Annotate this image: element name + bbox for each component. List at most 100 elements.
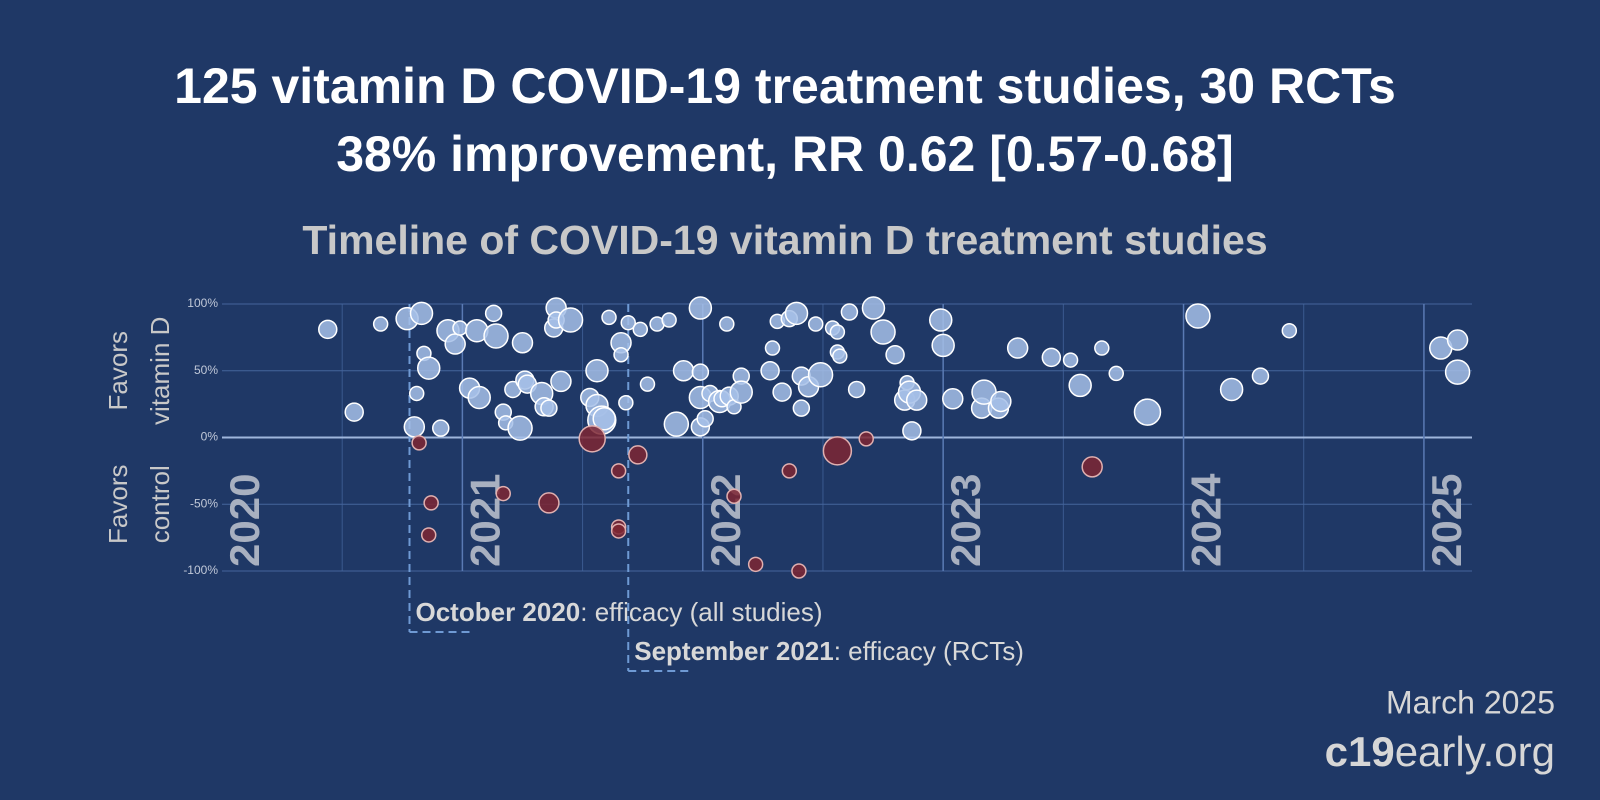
study-bubble: [613, 346, 629, 363]
study-bubble: [1108, 365, 1124, 382]
study-bubble: [792, 399, 811, 417]
footer-site: c19early.org: [1325, 728, 1555, 775]
study-bubble: [1062, 352, 1079, 368]
annotation-text: : efficacy (RCTs): [834, 636, 1024, 666]
study-bubble: [729, 380, 753, 404]
study-bubble: [632, 321, 649, 338]
study-bubble: [688, 296, 713, 320]
study-bubble: [726, 488, 742, 504]
study-bubble: [905, 389, 928, 411]
year-label: 2023: [942, 474, 989, 567]
y-group-label: vitamin D: [145, 317, 175, 425]
study-bubble: [672, 360, 695, 382]
study-bubble: [1133, 398, 1162, 426]
y-tick-label: -50%: [190, 496, 218, 510]
study-bubble: [592, 407, 616, 431]
study-bubble: [585, 359, 609, 383]
study-bubble: [484, 304, 503, 323]
study-bubble: [760, 361, 780, 381]
annotation: October 2020: efficacy (all studies): [416, 597, 823, 627]
y-group-label: control: [145, 465, 175, 543]
study-bubble: [444, 333, 466, 355]
study-bubble: [719, 316, 735, 332]
study-bubble: [840, 303, 859, 321]
year-label: 2025: [1423, 474, 1470, 567]
title-line: 38% improvement, RR 0.62 [0.57-0.68]: [336, 126, 1234, 182]
study-bubble: [495, 485, 511, 502]
study-bubble: [663, 411, 690, 437]
study-bubble: [1006, 337, 1029, 359]
study-bubble: [829, 324, 846, 340]
study-bubble: [628, 445, 648, 465]
study-bubble: [781, 463, 798, 479]
footer-date: March 2025: [1386, 684, 1555, 720]
study-bubble: [409, 301, 434, 326]
study-bubble: [408, 385, 425, 402]
study-bubble: [550, 370, 572, 393]
y-group-label: Favors: [103, 465, 133, 544]
y-tick-label: 50%: [194, 363, 218, 377]
study-bubble: [1081, 456, 1103, 478]
study-bubble: [1444, 359, 1471, 385]
study-bubble: [483, 323, 509, 349]
study-bubble: [432, 419, 450, 437]
study-bubble: [791, 563, 807, 579]
study-bubble: [870, 319, 896, 345]
site-bold: c19: [1325, 728, 1395, 775]
study-bubble: [538, 492, 560, 514]
study-bubble: [832, 348, 848, 364]
study-bubble: [931, 333, 955, 358]
study-bubble: [747, 556, 764, 573]
study-bubble: [929, 308, 953, 332]
study-bubble: [902, 421, 922, 441]
title-line: 125 vitamin D COVID-19 treatment studies…: [174, 58, 1396, 114]
study-bubble: [610, 463, 627, 479]
study-bubble: [557, 307, 584, 333]
study-bubble: [540, 399, 558, 417]
y-tick-label: 0%: [201, 430, 219, 444]
study-bubble: [403, 416, 426, 438]
annotation-text: : efficacy (all studies): [580, 597, 822, 627]
year-label: 2022: [702, 474, 749, 567]
study-bubble: [772, 382, 792, 402]
study-bubble: [822, 436, 853, 466]
study-bubble: [861, 296, 886, 320]
study-bubble: [847, 380, 866, 399]
study-bubble: [452, 320, 468, 336]
study-bubble: [318, 319, 338, 340]
study-bubble: [990, 390, 1012, 413]
study-bubble: [808, 316, 824, 332]
study-bubble: [411, 435, 427, 451]
study-bubble: [942, 388, 964, 410]
study-bubble: [620, 314, 636, 331]
study-bubble: [467, 385, 491, 410]
study-bubble: [858, 431, 874, 447]
study-bubble: [661, 312, 677, 328]
study-bubble: [423, 495, 439, 511]
study-bubble: [1041, 347, 1062, 368]
study-bubble: [691, 363, 710, 381]
study-bubble: [639, 376, 656, 392]
y-tick-label: -100%: [183, 563, 218, 577]
study-bubble: [511, 331, 534, 354]
y-tick-label: 100%: [187, 296, 218, 310]
study-bubble: [807, 362, 834, 388]
study-bubble: [1281, 322, 1298, 339]
study-bubble: [1094, 340, 1110, 356]
study-bubble: [1068, 373, 1092, 398]
study-bubble: [784, 301, 809, 326]
study-bubble: [696, 410, 714, 428]
study-bubble: [416, 356, 441, 380]
study-bubble: [885, 344, 905, 365]
study-bubble: [601, 309, 617, 326]
study-bubble: [1219, 377, 1244, 402]
annotation-bold: September 2021: [634, 636, 833, 666]
study-bubble: [372, 316, 389, 332]
study-bubble: [344, 402, 364, 422]
year-label: 2024: [1183, 473, 1230, 567]
year-label: 2020: [221, 474, 268, 567]
site-rest: early.org: [1395, 728, 1555, 775]
annotation-bold: October 2020: [416, 597, 581, 627]
study-bubble: [618, 395, 634, 411]
